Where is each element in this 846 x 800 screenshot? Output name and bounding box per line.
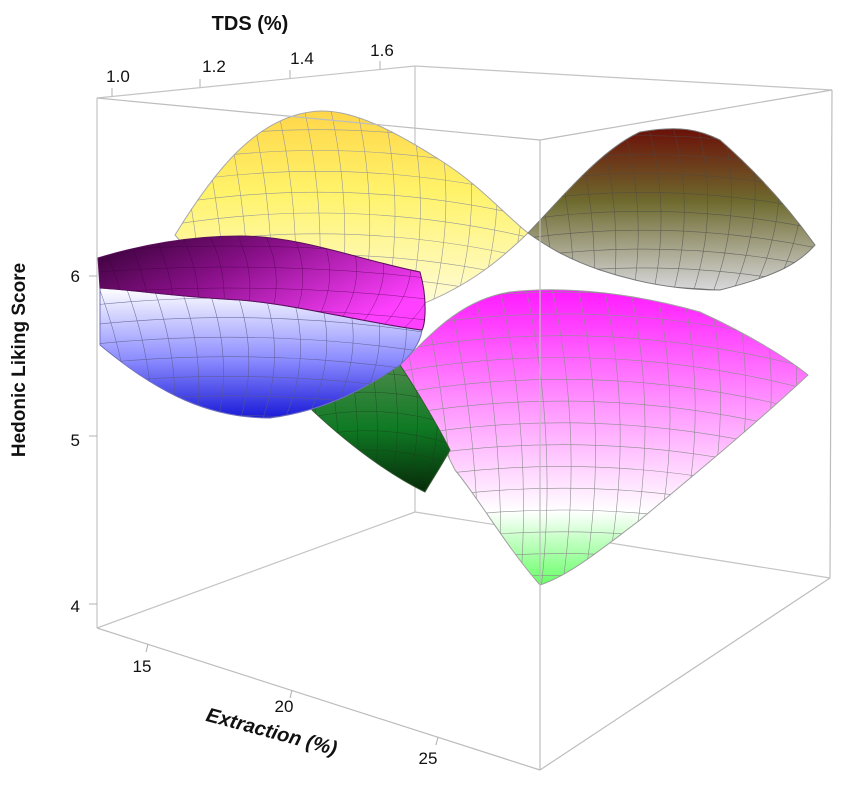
score-tick-label: 4 <box>71 597 80 616</box>
box-front-edges <box>96 89 833 771</box>
mesh-line <box>528 248 815 268</box>
mesh-line <box>551 289 572 585</box>
score-tick-label: 5 <box>71 431 80 450</box>
mesh-line <box>396 236 426 330</box>
mesh-line <box>691 128 709 290</box>
mesh-line <box>100 356 422 372</box>
surface-dark-red <box>527 128 816 291</box>
mesh-line <box>175 212 528 241</box>
mesh-line <box>790 128 815 290</box>
score-axis-title: Hedonic Liking Score <box>9 263 30 457</box>
extraction-tick-label: 25 <box>419 749 438 768</box>
mesh-line <box>770 289 808 585</box>
mesh-line <box>400 575 808 585</box>
mesh-line <box>312 488 450 492</box>
mesh-line <box>672 128 685 290</box>
mesh-line <box>400 553 808 585</box>
tds-tick-labels: 1.0 1.2 1.4 1.6 <box>106 41 394 86</box>
mesh-line <box>175 110 528 116</box>
extraction-tick-labels: 15 20 25 <box>133 657 438 768</box>
tds-axis-title: TDS (%) <box>212 13 289 35</box>
mesh-line <box>400 335 808 369</box>
mesh-line <box>100 317 422 333</box>
tds-tick-label: 1.0 <box>106 67 130 86</box>
mesh-line <box>98 287 426 300</box>
mesh-line <box>400 400 808 435</box>
tds-tick-label: 1.2 <box>202 57 226 76</box>
score-tick-label: 6 <box>71 267 80 286</box>
mesh-line <box>175 191 528 220</box>
mesh-line <box>100 415 422 418</box>
extraction-tick-label: 20 <box>275 697 294 716</box>
score-tick-labels: 6 5 4 <box>71 267 80 616</box>
mesh-line <box>98 266 426 279</box>
tick-marks <box>89 61 439 746</box>
mesh-line <box>577 289 596 585</box>
mesh-line <box>206 288 224 418</box>
tds-tick-label: 1.4 <box>290 49 314 68</box>
surface-blue <box>99 287 423 419</box>
mesh-line <box>647 128 662 290</box>
mesh-line <box>400 379 808 413</box>
mesh-line <box>528 192 815 212</box>
mesh-line <box>623 128 639 290</box>
extraction-tick-label: 15 <box>133 657 152 676</box>
surface-magenta <box>399 289 809 586</box>
mesh-line <box>528 229 815 249</box>
mesh-line <box>498 289 524 585</box>
mesh-line <box>400 357 808 391</box>
mesh-line <box>528 210 815 230</box>
mesh-line <box>100 336 422 353</box>
tds-tick-label: 1.6 <box>370 41 394 60</box>
mesh-line <box>749 289 798 585</box>
mesh-line <box>525 289 548 585</box>
extraction-axis-title: Extraction (%) <box>204 704 340 760</box>
